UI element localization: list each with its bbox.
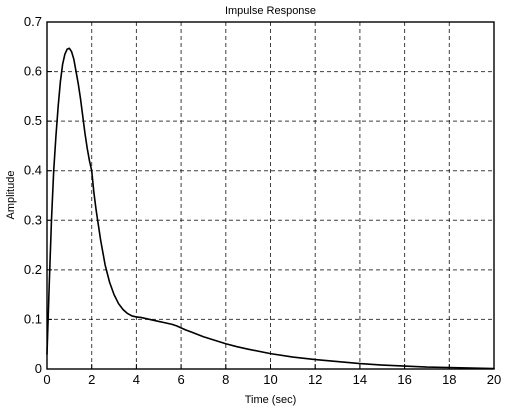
y-tick-label: 0.1 bbox=[24, 311, 42, 326]
y-tick-label: 0.6 bbox=[24, 64, 42, 79]
x-tick-label: 0 bbox=[43, 372, 50, 387]
y-tick-label: 0.3 bbox=[24, 212, 42, 227]
x-axis-label: Time (sec) bbox=[245, 394, 297, 406]
grid-lines bbox=[47, 22, 494, 369]
x-tick-label: 14 bbox=[353, 372, 367, 387]
y-tick-label: 0.7 bbox=[24, 14, 42, 29]
x-tick-label: 16 bbox=[397, 372, 411, 387]
series-line-impulse-response bbox=[46, 47, 495, 370]
series-group bbox=[46, 47, 495, 370]
x-tick-label: 18 bbox=[442, 372, 456, 387]
y-tick-label: 0.5 bbox=[24, 113, 42, 128]
x-tick-label: 12 bbox=[308, 372, 322, 387]
x-tick-label: 20 bbox=[487, 372, 501, 387]
y-tick-label: 0 bbox=[35, 361, 42, 376]
y-tick-label: 0.2 bbox=[24, 262, 42, 277]
y-tick-label: 0.4 bbox=[24, 163, 42, 178]
x-tick-label: 6 bbox=[177, 372, 184, 387]
x-tick-label: 2 bbox=[88, 372, 95, 387]
y-axis-label: Amplitude bbox=[5, 171, 17, 220]
chart-title: Impulse Response bbox=[225, 5, 316, 17]
x-tick-label: 8 bbox=[222, 372, 229, 387]
x-ticks: 0 2 4 6 8 10 12 14 16 18 20 bbox=[43, 364, 501, 387]
x-tick-label: 10 bbox=[263, 372, 277, 387]
y-ticks: 0 0.1 0.2 0.3 0.4 0.5 0.6 0.7 bbox=[24, 14, 52, 376]
x-tick-label: 4 bbox=[133, 372, 140, 387]
